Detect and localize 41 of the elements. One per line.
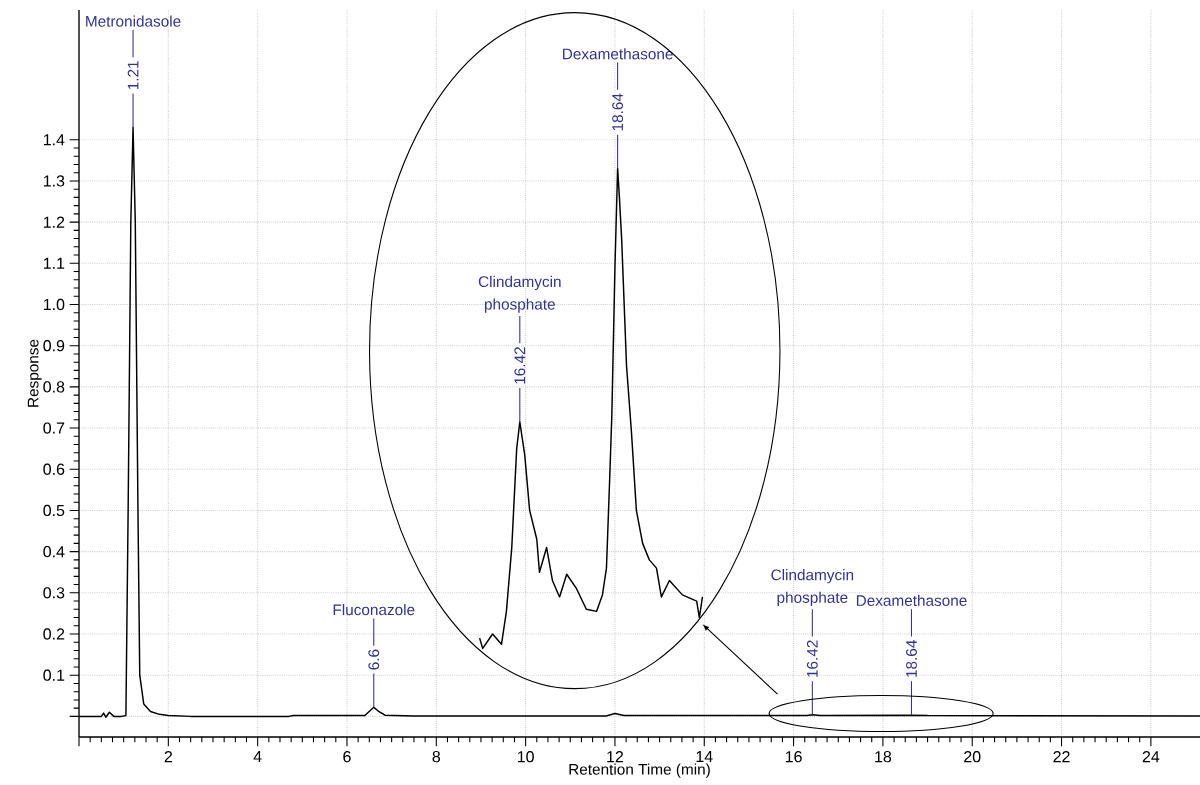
annotation: 6.6 xyxy=(368,649,380,670)
annotation: 16.42 xyxy=(514,347,526,384)
x-tick-label: 20 xyxy=(964,751,981,763)
x-tick-label: 2 xyxy=(164,751,172,763)
x-tick-label: 16 xyxy=(785,751,802,763)
y-tick-label: 1.3 xyxy=(43,175,65,187)
y-tick-label: 0.8 xyxy=(43,381,65,393)
annotation: 1.21 xyxy=(127,61,139,90)
y-tick-label: 0.2 xyxy=(43,628,65,640)
annotation: 18.64 xyxy=(612,93,624,131)
annotation: Clindamycin phosphate xyxy=(478,275,561,313)
y-tick-label: 0.5 xyxy=(43,504,65,517)
x-tick-label: 8 xyxy=(432,751,441,763)
y-tick-label: 1.2 xyxy=(43,216,65,228)
x-tick-label: 12 xyxy=(607,751,624,763)
annotation: Fluconazole xyxy=(333,603,415,616)
annotation: 16.42 xyxy=(806,640,818,677)
annotation: Metronidasole xyxy=(86,15,181,27)
y-tick-label: 1.4 xyxy=(43,134,65,146)
line-series xyxy=(478,167,704,650)
y-tick-label: 0.1 xyxy=(43,669,65,681)
annotation: Dexamethasone xyxy=(563,48,673,60)
annotation: Dexamethasone xyxy=(856,594,967,606)
x-tick-label: 14 xyxy=(696,751,713,763)
x-tick-label: 18 xyxy=(875,751,892,763)
y-tick-label: 0.6 xyxy=(43,463,65,475)
x-tick-label: 10 xyxy=(517,751,534,763)
y-tick-label: 0.9 xyxy=(43,340,65,352)
x-tick-label: 24 xyxy=(1142,751,1160,763)
y-tick-label: 0.7 xyxy=(43,422,65,434)
annotation: Clindamycin phosphate xyxy=(771,569,854,606)
y-tick-label: 1.0 xyxy=(43,298,65,311)
annotation: 18.64 xyxy=(906,640,917,677)
x-tick-label: 6 xyxy=(343,751,351,763)
y-tick-label: 0.4 xyxy=(43,545,65,558)
x-tick-label: 22 xyxy=(1053,751,1070,763)
y-tick-label: 1.1 xyxy=(43,257,65,269)
x-axis-title: Retention Time (min) xyxy=(569,763,710,778)
y-axis-title: Response xyxy=(27,339,42,407)
x-tick-label: 4 xyxy=(253,751,262,763)
y-tick-label: 0.3 xyxy=(43,587,65,599)
